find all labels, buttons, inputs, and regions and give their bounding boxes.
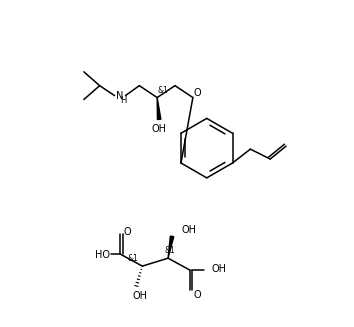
Text: OH: OH <box>182 225 197 235</box>
Text: O: O <box>193 88 201 97</box>
Text: H: H <box>120 96 127 105</box>
Text: OH: OH <box>212 264 227 274</box>
Text: HO: HO <box>95 250 110 260</box>
Text: N: N <box>116 91 123 101</box>
Polygon shape <box>157 97 161 120</box>
Polygon shape <box>168 236 174 258</box>
Text: OH: OH <box>152 124 167 134</box>
Text: O: O <box>124 227 131 237</box>
Text: &1: &1 <box>165 246 176 255</box>
Text: &1: &1 <box>127 254 138 263</box>
Text: O: O <box>193 290 201 300</box>
Text: OH: OH <box>133 291 148 301</box>
Text: &1: &1 <box>158 86 169 95</box>
